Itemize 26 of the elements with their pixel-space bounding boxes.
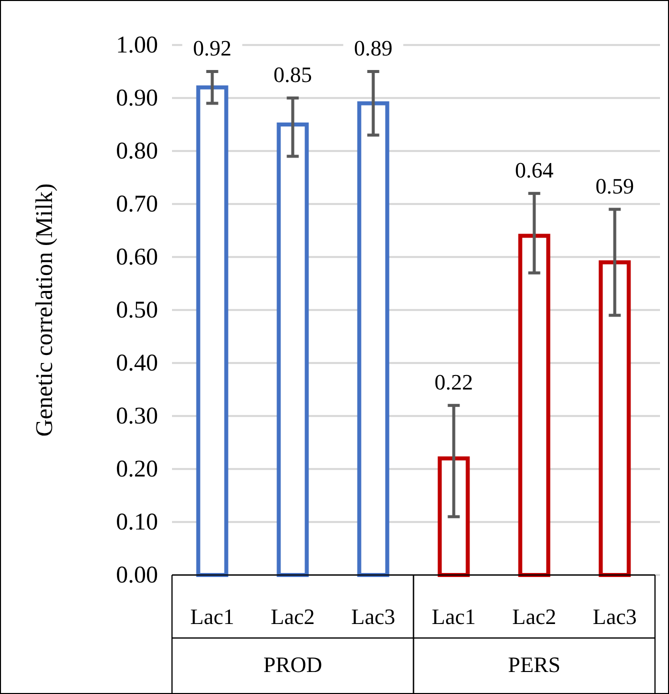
y-tick-label: 0.50: [116, 298, 158, 324]
data-label: 0.64: [515, 157, 554, 182]
y-tick-label: 0.40: [116, 350, 158, 377]
y-tick-label: 0.70: [116, 192, 158, 218]
text: PERS: [508, 652, 561, 677]
data-label: 0.89: [354, 36, 392, 60]
y-tick-label: 0.20: [116, 456, 158, 483]
y-tick-label: 0.10: [116, 510, 158, 536]
text: PROD: [263, 652, 322, 677]
y-tick-label: 0.30: [116, 404, 158, 430]
data-label: 0.22: [434, 369, 473, 394]
x-tick-label: Lac1: [190, 604, 234, 629]
x-tick-label: Lac2: [512, 604, 556, 629]
y-tick-label: 0.60: [116, 244, 158, 271]
x-tick-label: Lac3: [351, 604, 396, 629]
x-tick-label: Lac3: [592, 604, 637, 629]
y-tick-label: 1.00: [116, 32, 158, 59]
data-label: 0.59: [596, 173, 634, 198]
y-tick-label: 0.00: [116, 562, 158, 589]
y-tick-label: 0.90: [116, 86, 158, 112]
y-tick-label: 0.80: [116, 138, 158, 165]
x-tick-label: Lac1: [432, 604, 476, 629]
data-label: 0.92: [193, 36, 232, 60]
y-axis-title: Genetic correlation (Milk): [32, 183, 58, 437]
x-tick-label: Lac2: [270, 604, 315, 629]
data-label: 0.85: [274, 62, 312, 87]
